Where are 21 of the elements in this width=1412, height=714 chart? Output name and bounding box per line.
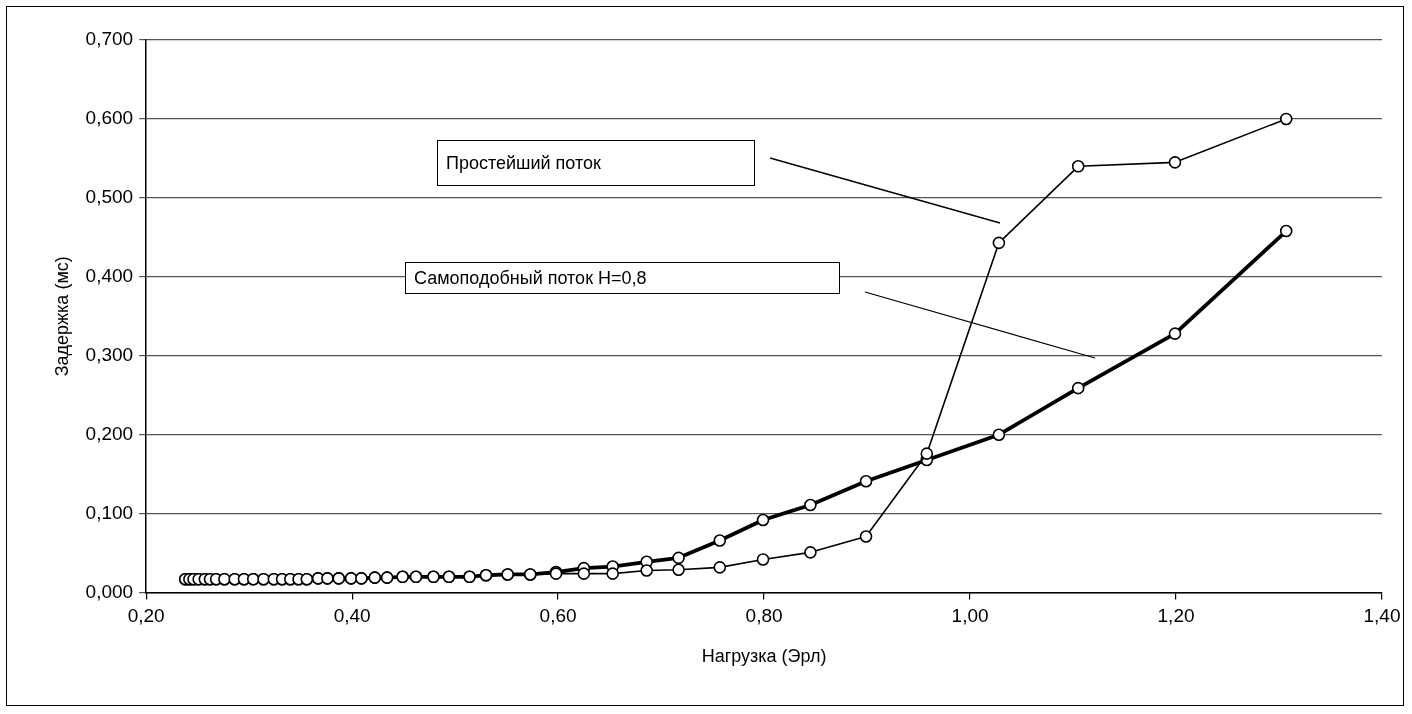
callout: Самоподобный поток H=0,8 (405, 262, 1097, 360)
callout: Простейший поток (437, 140, 1002, 225)
x-tick-label: 0,20 (127, 605, 165, 627)
y-tick-label: 0,300 (85, 344, 134, 366)
y-tick-label: 0,700 (85, 28, 134, 50)
y-tick-label: 0,600 (85, 107, 134, 129)
x-tick-label: 1,00 (951, 605, 989, 627)
y-tick-label: 0,200 (85, 422, 134, 444)
x-tick-label: 0,60 (539, 605, 577, 627)
y-tick-label: 0,100 (85, 501, 134, 523)
x-tick-label: 1,40 (1363, 605, 1401, 627)
y-axis-title: Задержка (мс) (51, 256, 72, 377)
y-tick-label: 0,500 (85, 186, 134, 208)
annotation: Простейший поток (437, 140, 755, 186)
annotation: Самоподобный поток H=0,8 (405, 262, 840, 294)
x-tick-label: 0,80 (745, 605, 783, 627)
x-tick-label: 0,40 (333, 605, 371, 627)
y-tick-label: 0,400 (85, 265, 134, 287)
y-tick-label: 0,000 (85, 580, 134, 602)
x-axis-title: Нагрузка (Эрл) (701, 646, 827, 667)
x-tick-label: 1,20 (1157, 605, 1195, 627)
